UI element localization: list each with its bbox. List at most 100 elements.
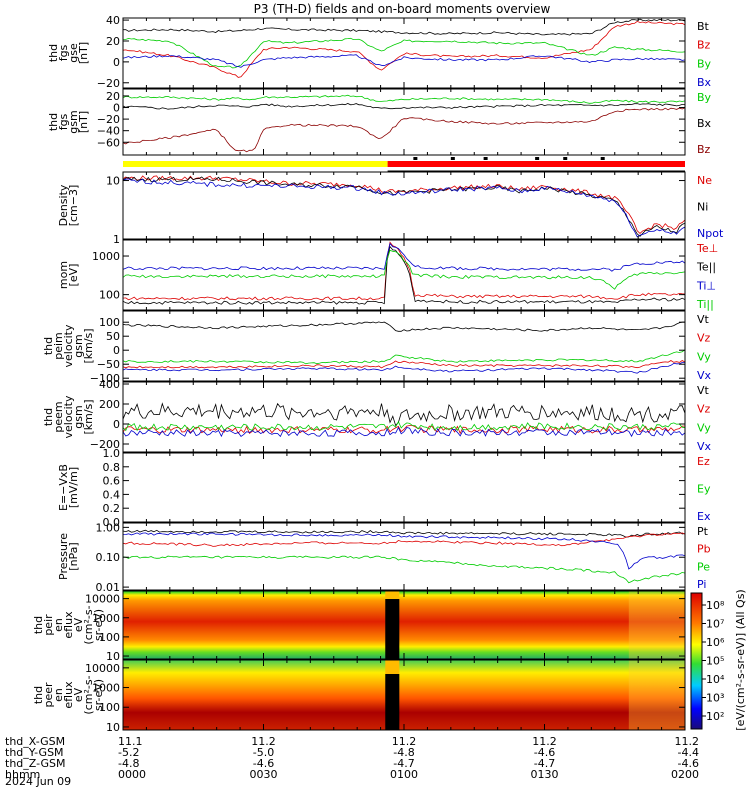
panel-fgs_gsm: 200−20−40−60 thdfgsgsm[nT] By Bx Bz <box>47 88 712 156</box>
efield-ytick-label: 1.0 <box>103 447 121 460</box>
density-legend-Npot: Npot <box>697 227 724 240</box>
peim_velocity-ytick-label: 50 <box>106 330 120 343</box>
peer-ylabel-line: eflux <box>62 681 75 709</box>
peir-ylabel-line: en <box>52 618 65 632</box>
mode-bar-survey <box>123 161 388 167</box>
peer-ytick-label: 1000 <box>92 682 120 695</box>
efield-legend-Ex: Ex <box>697 510 711 523</box>
pressure-ylabel-line: [nPa] <box>67 542 80 570</box>
footer-value: 0200 <box>671 768 699 781</box>
peir-ylabel-line: peir <box>42 614 55 636</box>
efield-ytick-label: 0.4 <box>103 488 121 501</box>
fgs_gse-ytick-label: 40 <box>106 14 120 27</box>
density-series-Ne <box>122 175 686 234</box>
fgs_gsm-legend-Bx: Bx <box>697 117 712 130</box>
fgs_gsm-ylabel-line: [nT] <box>77 111 90 133</box>
peir-ylabel-line: thd <box>32 616 45 634</box>
footer-value: 11.2 <box>675 735 700 748</box>
colorbar-tick-label: 10³ <box>706 692 724 705</box>
temperature-ytick-label: 1000 <box>92 250 120 263</box>
efield-ylabel-line: [mV/m] <box>67 467 80 508</box>
peer-ylabel-line: sr-eV) <box>92 679 105 711</box>
fgs_gsm-legend-Bz: Bz <box>697 143 711 156</box>
peim_velocity-series-Vt <box>122 321 686 332</box>
pressure-legend-Pb: Pb <box>697 543 711 556</box>
peir-ylabel-line: (cm²-s- <box>82 605 95 644</box>
footer-row-label: thd_Y-GSM <box>5 746 64 759</box>
fgs_gsm-ytick-label: 20 <box>106 90 120 103</box>
peim_velocity-ylabel-line: thd <box>42 337 55 355</box>
density-legend-Ne: Ne <box>697 174 712 187</box>
fgs_gse-ylabel-line: [nT] <box>77 42 90 64</box>
footer-value: 11.2 <box>532 735 557 748</box>
fgs_gse-legend-Bz: Bz <box>697 39 711 52</box>
fgs_gsm-ytick-label: −60 <box>97 136 120 149</box>
density-ylabel-line: Density <box>57 184 70 226</box>
efield-legend-Ez: Ez <box>697 455 710 468</box>
peer-ytick-label: 100 <box>99 701 120 714</box>
peem_velocity-ytick-label: 200 <box>99 398 120 411</box>
mode-bar-marker <box>600 157 605 160</box>
fgs_gse-series-Bt <box>122 18 686 36</box>
peer-ylabel-line: thd <box>32 686 45 704</box>
density-ylabel-line: [cm−3] <box>67 185 80 227</box>
panel-pressure: 1.00 0.10 0.01 Pressure[nPa] Pt Pb Pe Pi <box>57 521 711 594</box>
peim_velocity-ylabel-line: gsm <box>72 334 85 357</box>
peer-spectrogram <box>123 660 685 730</box>
fgs_gsm-ylabel-line: thd <box>47 113 60 131</box>
footer-value: 11.2 <box>251 735 276 748</box>
peer-ytick-label: 10000 <box>85 662 120 675</box>
temperature-legend-Te||: Te|| <box>696 261 716 274</box>
peem_velocity-legend-Vt: Vt <box>697 384 710 397</box>
peim_velocity-series-Vy <box>122 349 686 365</box>
footer-value: 0000 <box>118 768 146 781</box>
temperature-series-Te⊥ <box>122 241 686 301</box>
peir-ytick-label: 10000 <box>85 593 120 606</box>
density-ytick-label: 10 <box>106 175 120 188</box>
fgs_gse-series-By <box>123 37 686 69</box>
peem_velocity-ylabel-line: velocity <box>62 395 75 438</box>
colorbar-tick-label: 10⁸ <box>706 599 725 612</box>
fgs_gse-legend-Bt: Bt <box>697 20 710 33</box>
efield-ytick-label: 0.0 <box>103 516 121 529</box>
colorbar-tick-label: 10² <box>706 710 724 723</box>
fgs_gse-frame <box>122 17 686 89</box>
pressure-legend-Pt: Pt <box>697 525 709 538</box>
fgs_gsm-ytick-label: −40 <box>97 125 120 138</box>
panel-peer: 10000100010010thdpeerenefluxeV(cm²-s-sr-… <box>32 659 686 734</box>
peem_velocity-ylabel-line: peem <box>52 401 65 432</box>
temperature-legend-Ti||: Ti|| <box>696 298 714 311</box>
peer-ylabel-line: peer <box>42 682 55 708</box>
density-ytick-label: 1 <box>113 233 120 246</box>
footer-row-label: thd_X-GSM <box>5 735 65 748</box>
peim_velocity-ylabel-line: peim <box>52 332 65 360</box>
peir-ylabel-line: eV <box>72 617 85 632</box>
pressure-series-Pt <box>122 529 686 538</box>
footer-value: -4.4 <box>678 746 699 759</box>
peim_velocity-ytick-label: −100 <box>90 372 120 385</box>
pressure-series-Pe <box>122 555 686 584</box>
footer-value: 11.1 <box>118 735 143 748</box>
date-label: 2024 Jun 09 <box>5 775 71 788</box>
footer-value: -4.8 <box>118 757 139 770</box>
peim_velocity-ylabel-line: velocity <box>62 324 75 367</box>
chart-title: P3 (TH-D) fields and on-board moments ov… <box>254 2 551 16</box>
temperature-frame <box>122 239 686 311</box>
colorbar-gradient <box>690 592 703 730</box>
peem_velocity-legend-Vz: Vz <box>697 403 711 416</box>
footer-value: -4.8 <box>393 746 414 759</box>
fgs_gse-ytick-label: 20 <box>106 35 120 48</box>
peim_velocity-ylabel-line: [km/s] <box>82 328 95 363</box>
panel-efield: 1.00.80.60.40.20.0 E=−VxB[mV/m] Ez Ey Ex <box>57 447 711 529</box>
peem_velocity-legend-Vy: Vy <box>697 421 711 434</box>
peir-ytick-label: 100 <box>99 631 120 644</box>
peer-ylabel-line: eV <box>72 687 85 702</box>
peer-ylabel-line: (cm²-s- <box>82 675 95 714</box>
peim_velocity-ytick-label: 0 <box>113 344 120 357</box>
peem_velocity-series-Vz <box>122 425 686 435</box>
mode-bar-marker <box>563 157 568 160</box>
colorbar-tick-label: 10⁷ <box>706 618 724 631</box>
peer-data-gap <box>385 674 400 730</box>
footer-value: -5.2 <box>118 746 139 759</box>
footer-value: -4.6 <box>678 757 699 770</box>
